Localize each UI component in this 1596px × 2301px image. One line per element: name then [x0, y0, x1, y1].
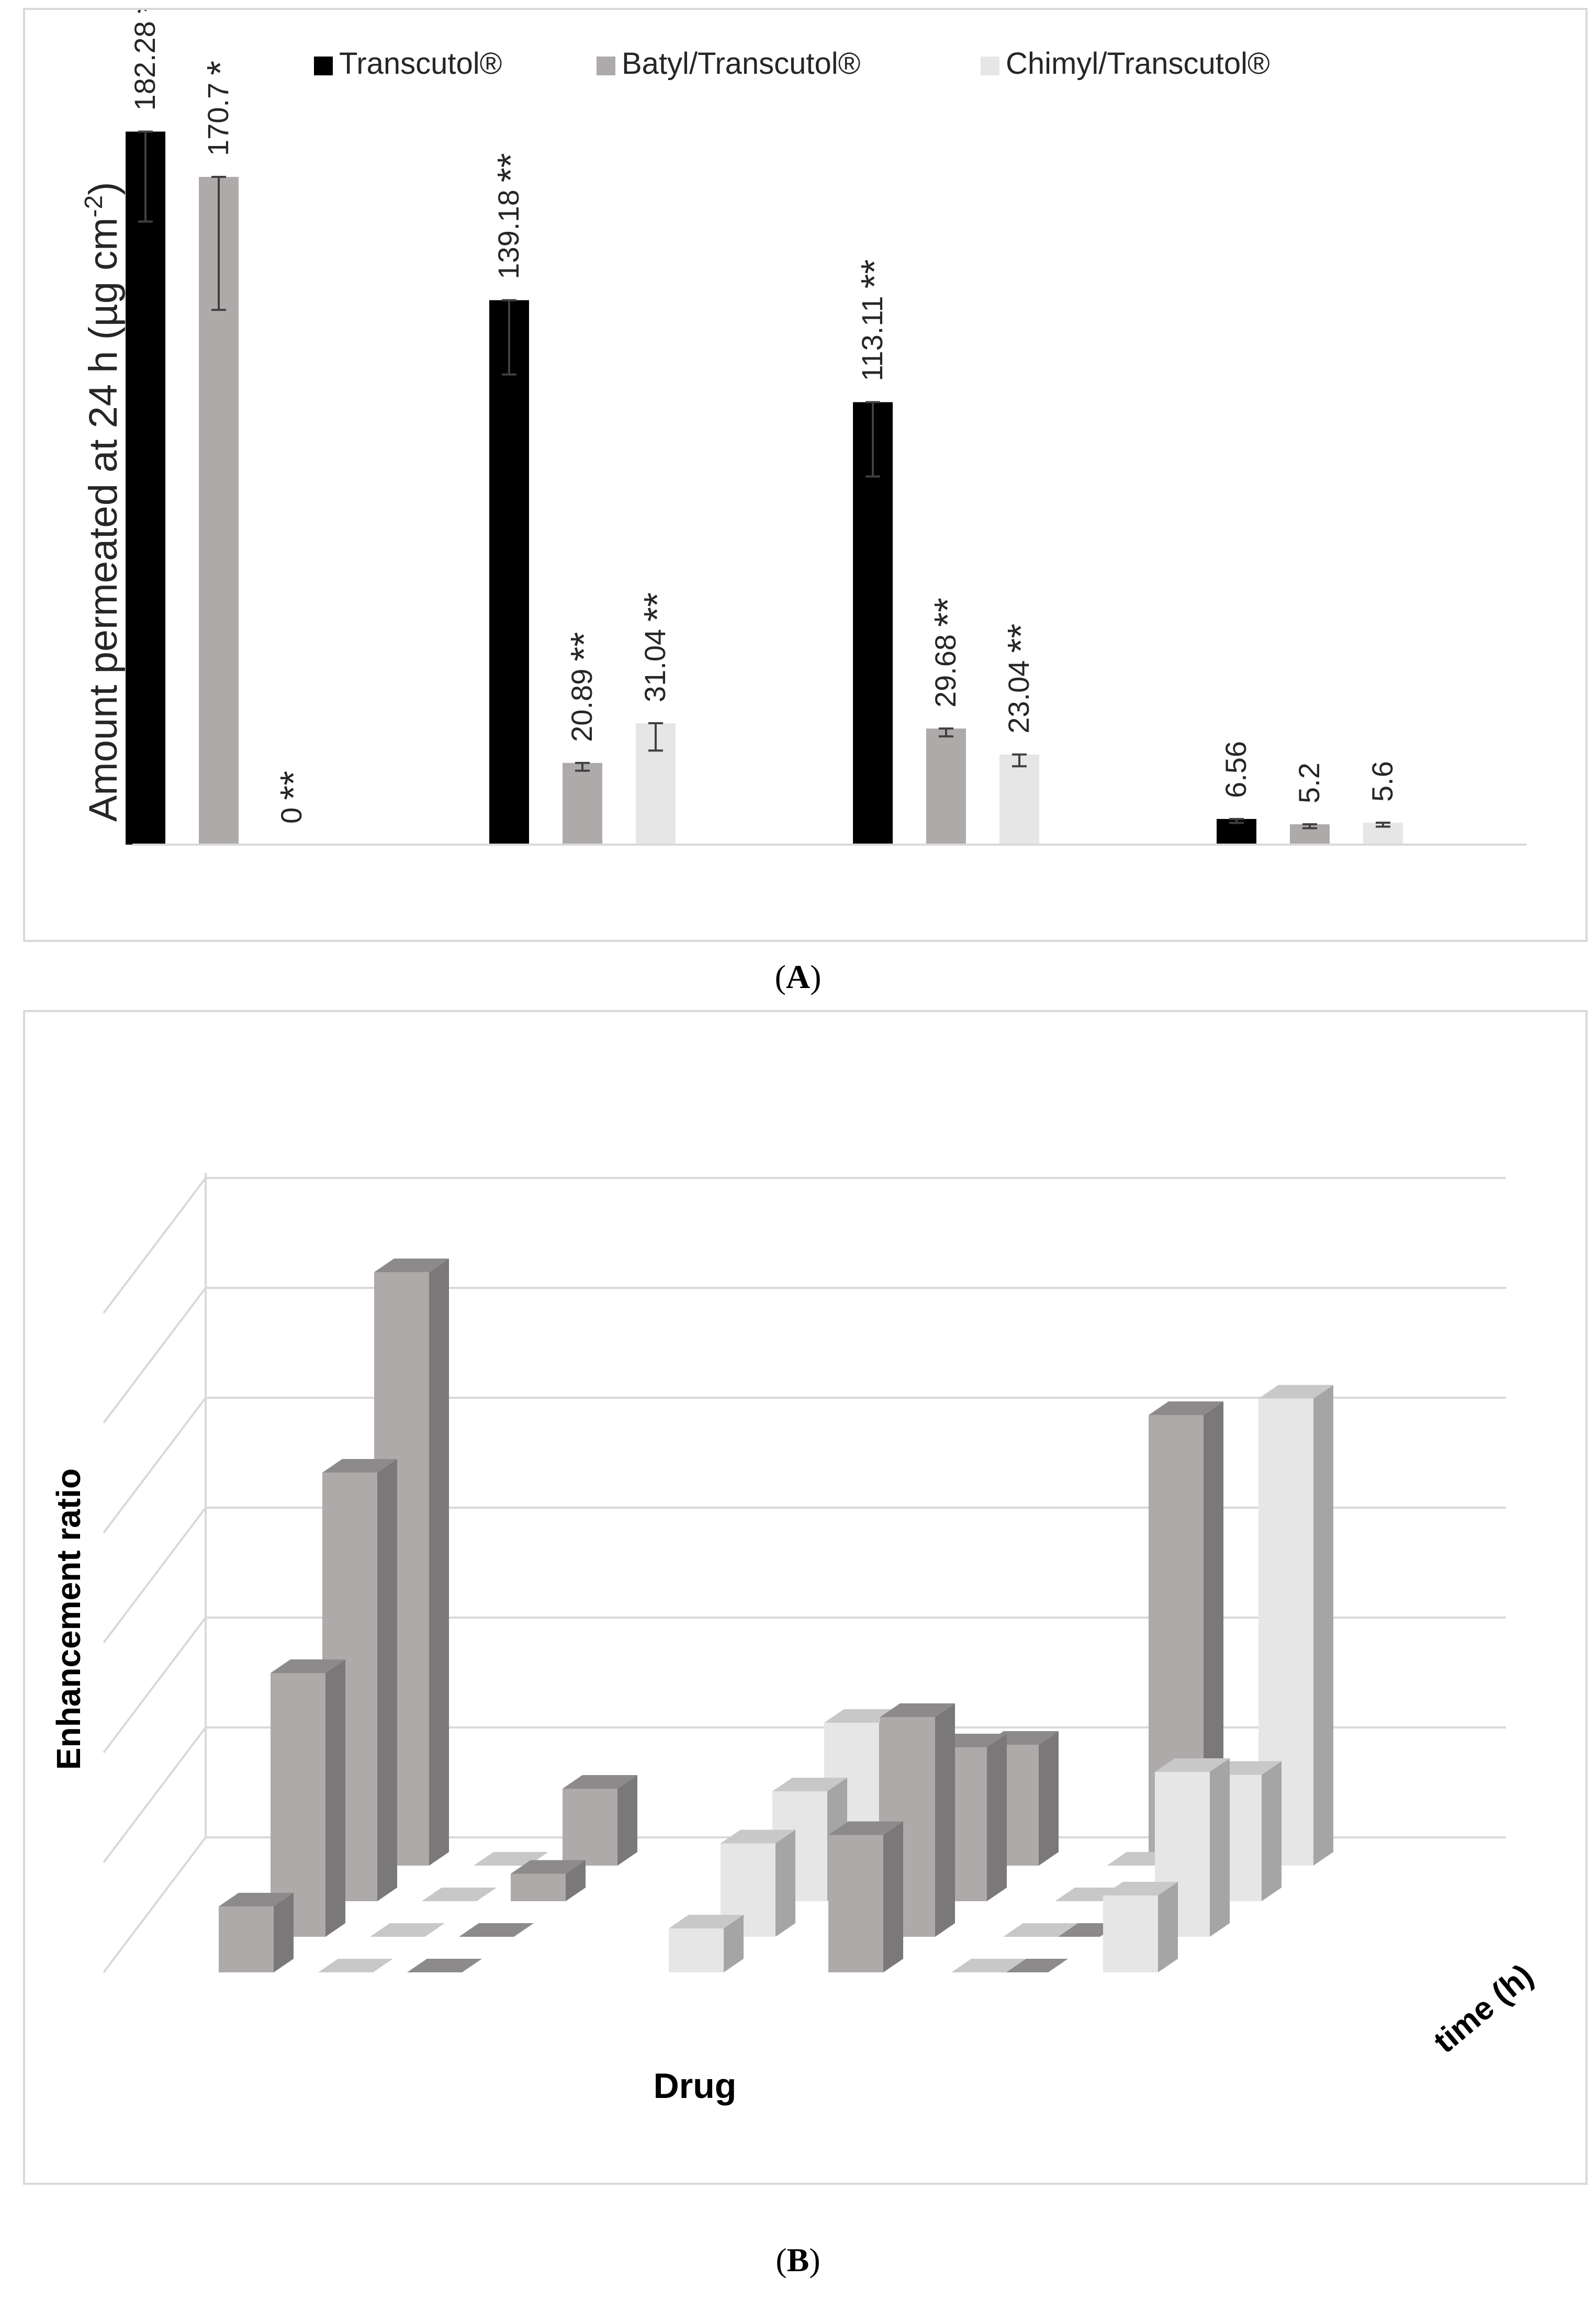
legend-swatch-chimyl	[981, 57, 999, 75]
bar3d-chimyl-transcutol-di-t0	[669, 1915, 744, 1972]
data-label-batyl-transcutol-pi: 5.2	[1292, 762, 1325, 803]
error-bar-chimyl-transcutol-di	[648, 722, 663, 752]
gridline-side-5	[103, 1287, 207, 1424]
bar3d-chimyl-transcutol-np-t1	[1003, 1923, 1078, 1937]
bar3d-batyl-transcutol-glyac-t0	[219, 1893, 294, 1972]
error-bar-batyl-transcutol-pi	[1302, 823, 1317, 829]
error-bar-chimyl-transcutol-np	[1012, 753, 1027, 768]
bar3d-batyl-transcutol-np-t0	[828, 1821, 903, 1972]
data-label-transcutol-glyac: 182.28**	[127, 10, 168, 110]
y-axis-label: Enhancement ratio	[50, 1468, 87, 1770]
data-label-transcutol-np: 113.11**	[854, 259, 896, 381]
data-label-batyl-transcutol-di: 20.89**	[564, 632, 605, 742]
error-bar-batyl-transcutol-glyac	[211, 176, 226, 311]
error-bar-chimyl-transcutol-pi	[1376, 822, 1390, 828]
error-bar-batyl-transcutol-np	[939, 727, 953, 738]
bar-transcutol-di	[489, 300, 529, 845]
panel-b-frame: Enhancement ratio Drug time (h)	[23, 1010, 1588, 2185]
error-bar-batyl-transcutol-di	[575, 761, 590, 772]
data-label-transcutol-di: 139.18**	[490, 153, 532, 279]
panel-b-3d-bar-chart: Enhancement ratio Drug time (h)	[50, 1173, 1540, 2106]
data-label-chimyl-transcutol-np: 23.04**	[1001, 624, 1042, 734]
error-bar-transcutol-pi	[1229, 817, 1244, 824]
data-label-batyl-transcutol-np: 29.68**	[927, 598, 969, 708]
legend-swatch-transcutol	[314, 57, 333, 75]
legend-label-chimyl: Chimyl/Transcutol®	[1006, 47, 1270, 81]
legend-label-transcutol: Transcutol®	[339, 47, 502, 81]
panel-a-frame: 182.28** 139.18** 113.11** 6.56 170.7* 20.89*…	[23, 8, 1588, 942]
legend: Transcutol® Batyl/Transcutol® Chimyl/Tra…	[314, 47, 1270, 81]
y-axis-label: Amount permeated at 24 h (µg cm-2)	[80, 182, 126, 822]
gridline-side-4	[103, 1397, 207, 1534]
gridline-side-3	[103, 1507, 207, 1644]
bar3d-chimyl-transcutol-glyac-t1	[370, 1923, 445, 1937]
y-axis-label-superscript: -2	[80, 195, 108, 218]
bar3d-batyl-transcutol-pi-t3	[1149, 1401, 1223, 1866]
legend-swatch-batyl	[597, 57, 615, 75]
legend-label-batyl: Batyl/Transcutol®	[622, 47, 860, 81]
error-bar-transcutol-np	[866, 401, 880, 478]
data-label-batyl-transcutol-glyac: 170.7*	[200, 61, 242, 156]
data-label-chimyl-transcutol-pi: 5.6	[1366, 761, 1399, 802]
gridline-side-2	[103, 1617, 207, 1754]
bar-batyl-transcutol-di	[563, 762, 602, 845]
gridline-side-6	[103, 1177, 207, 1314]
error-bar-transcutol-di	[502, 299, 516, 376]
bar3d-batyl-transcutol-glyac-t1	[271, 1659, 345, 1937]
bar3d-chimyl-transcutol-glyac-t0	[318, 1959, 393, 1972]
panel-a-bar-chart: 182.28** 139.18** 113.11** 6.56 170.7* 20.89*…	[80, 10, 1527, 846]
bar3d-chimyl-transcutol-np-t0	[951, 1959, 1026, 1972]
bar3d-chimyl-transcutol-glyac-t2	[422, 1888, 497, 1901]
bar-transcutol-glyac	[126, 131, 165, 845]
bar-batyl-transcutol-np	[926, 728, 966, 845]
panel-a-caption: (A)	[774, 958, 822, 995]
bar3d-chimyl-transcutol-di-t1	[721, 1829, 795, 1937]
gridline-side-1	[103, 1726, 207, 1864]
x-axis-label: Drug	[654, 2066, 737, 2106]
panel-b-caption: (B)	[775, 2241, 821, 2278]
data-label-chimyl-transcutol-glyac: 0**	[273, 771, 315, 824]
bar3d-batyl-transcutol-di-t2	[511, 1860, 586, 1901]
data-label-chimyl-transcutol-di: 31.04**	[637, 592, 679, 702]
bar3d-batyl-transcutol-di-t3	[563, 1775, 637, 1866]
z-axis-label: time (h)	[1427, 1957, 1540, 2060]
data-label-transcutol-pi: 6.56	[1219, 741, 1252, 798]
error-bar-transcutol-glyac	[138, 130, 153, 223]
bar3d-chimyl-transcutol-pi-t0	[1103, 1882, 1178, 1972]
bar3d-chimyl-transcutol-pi-t3	[1258, 1385, 1333, 1866]
bar3d-batyl-transcutol-di-t0	[407, 1959, 482, 1972]
gridline-side-0	[103, 1836, 207, 1973]
bar-chimyl-transcutol-np	[999, 754, 1039, 845]
bar3d-batyl-transcutol-di-t1	[459, 1923, 534, 1937]
